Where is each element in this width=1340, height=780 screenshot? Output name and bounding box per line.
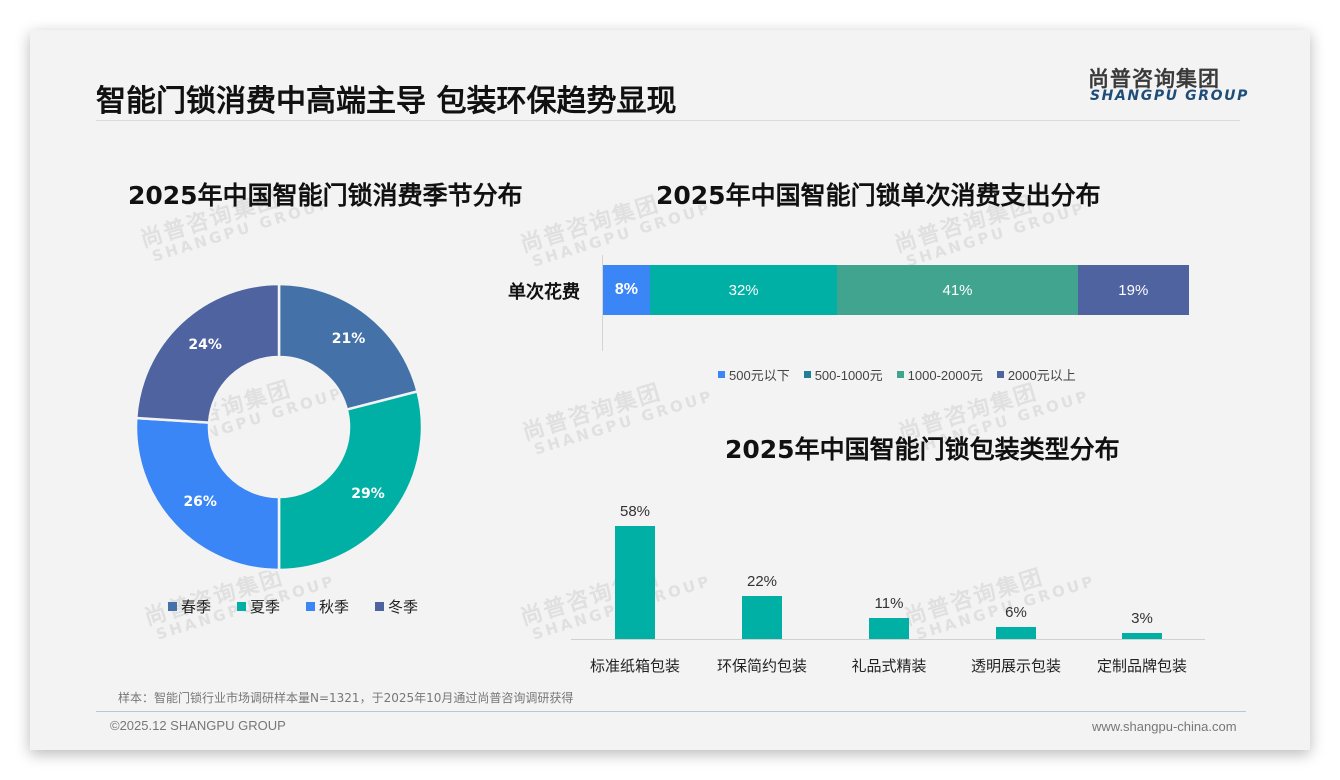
donut-label-autumn: 26% [183, 493, 217, 510]
bar-value: 22% [746, 573, 778, 590]
donut-chart-title: 2025年中国智能门锁消费季节分布 [128, 181, 523, 210]
stacked-legend: 500元以下 500-1000元 1000-2000元 2000元以上 [718, 365, 1076, 384]
legend-item-spring: 春季 [168, 596, 211, 617]
bar-category: 礼品式精装 [851, 657, 927, 675]
packaging-chart-title: 2025年中国智能门锁包装类型分布 [725, 435, 1120, 464]
legend-item-over-2000: 2000元以上 [996, 365, 1076, 384]
copyright: ©2025.12 SHANGPU GROUP [110, 718, 286, 733]
donut-segment [277, 389, 424, 572]
stacked-row-label: 单次花费 [508, 282, 580, 303]
legend-swatch [168, 602, 177, 611]
legend-swatch [375, 602, 385, 611]
bar-value: 58% [619, 503, 651, 520]
slide: 智能门锁消费中高端主导 包装环保趋势显现 尚普咨询集团 SHANGPU GROU… [30, 30, 1310, 750]
bar-transparent-display [996, 627, 1036, 639]
legend-swatch [306, 602, 316, 611]
legend-swatch [718, 371, 725, 378]
logo-en: SHANGPU GROUP [1090, 88, 1249, 104]
donut-segment [134, 282, 281, 424]
donut-label-summer: 29% [351, 485, 385, 502]
bar-value: 3% [1131, 610, 1153, 627]
donut-legend: 春季 夏季 秋季 冬季 [168, 596, 418, 617]
donut-label-spring: 21% [331, 330, 366, 347]
legend-item-under-500: 500元以下 [718, 365, 790, 384]
bar-eco-simple [742, 596, 782, 639]
stacked-axis-line [602, 255, 603, 351]
legend-item-autumn: 秋季 [306, 596, 349, 617]
bar-gift-box [869, 618, 909, 639]
bar-custom-brand [1122, 633, 1162, 639]
legend-swatch [803, 371, 811, 378]
stacked-bar: 8% 32% 41% 19% [603, 265, 1189, 315]
page-title: 智能门锁消费中高端主导 包装环保趋势显现 [96, 84, 677, 119]
title-divider [96, 120, 1240, 121]
bar-category: 透明展示包装 [970, 657, 1061, 675]
legend-swatch [896, 371, 904, 378]
donut-segment [134, 416, 281, 572]
legend-item-summer: 夏季 [237, 596, 280, 617]
donut-label-winter: 24% [188, 337, 222, 354]
bar-category: 环保简约包装 [716, 657, 807, 675]
bar-category: 定制品牌包装 [1096, 657, 1187, 675]
segment-500-1000: 32% [649, 265, 838, 315]
segment-1000-2000: 41% [837, 265, 1078, 315]
segment-under-500: 8% [603, 265, 650, 315]
bar-value: 11% [874, 595, 904, 612]
footer-divider [96, 711, 1246, 712]
bar-standard-carton [615, 526, 655, 639]
website-link[interactable]: www.shangpu-china.com [1092, 719, 1237, 734]
legend-swatch [237, 602, 247, 611]
donut-chart [134, 282, 424, 572]
packaging-bar-chart: 58% 22% 11% 6% 3% 标准纸箱包装 环保简约包装 礼品式精装 透明… [30, 30, 1310, 750]
legend-item-winter: 冬季 [375, 596, 418, 617]
donut-segment [277, 282, 420, 412]
bar-chart-baseline [571, 639, 1205, 640]
sample-note: 样本：智能门锁行业市场调研样本量N=1321，于2025年10月通过尚普咨询调研… [118, 691, 574, 705]
legend-swatch [996, 371, 1004, 378]
legend-item-1000-2000: 1000-2000元 [896, 365, 983, 384]
segment-over-2000: 19% [1077, 265, 1189, 315]
logo-cn: 尚普咨询集团 [1088, 67, 1220, 91]
stacked-chart-title: 2025年中国智能门锁单次消费支出分布 [656, 181, 1101, 210]
bar-category: 标准纸箱包装 [589, 657, 680, 675]
bar-value: 6% [1005, 604, 1027, 621]
legend-item-500-1000: 500-1000元 [803, 365, 883, 384]
